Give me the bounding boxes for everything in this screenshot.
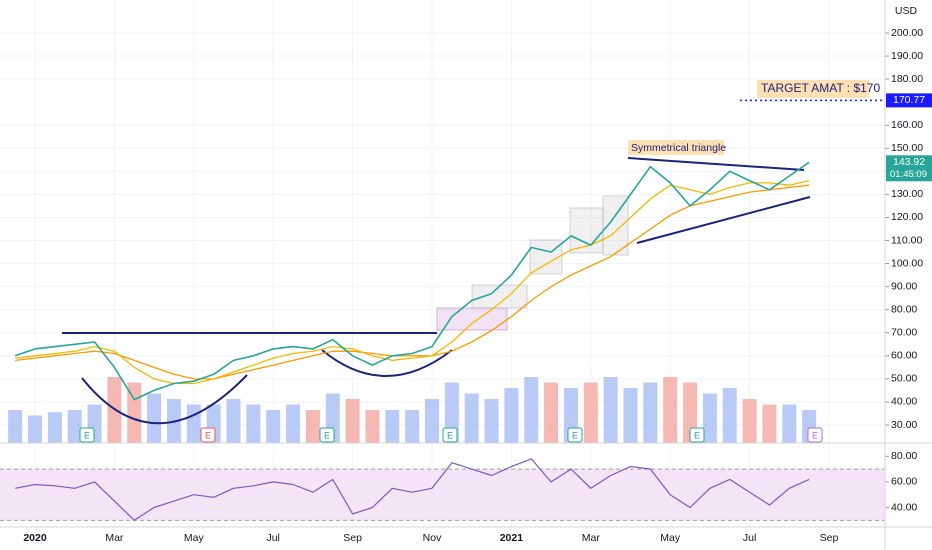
earnings-label: E [572, 430, 578, 440]
x-tick-label: Mar [582, 532, 601, 544]
x-tick-label: Jul [743, 532, 756, 544]
y-tick-label: 60.00 [891, 476, 917, 488]
y-tick-label: 150.00 [891, 142, 923, 154]
y-tick-label: 180.00 [891, 73, 923, 85]
moving-average [15, 184, 810, 380]
cup-arc [81, 374, 248, 425]
x-tick-label: 2020 [23, 532, 47, 544]
volume-bar [702, 393, 717, 443]
label-bg [628, 140, 724, 155]
moving-average [15, 179, 810, 385]
y-tick-label: 130.00 [891, 188, 923, 200]
y-tick-label: 40.00 [891, 396, 917, 408]
volume-bar [405, 410, 420, 443]
earnings-marker [79, 427, 95, 443]
earnings-label: E [694, 430, 700, 440]
y-tick-label: 190.00 [891, 50, 923, 62]
earnings-marker [200, 427, 216, 443]
y-tick-label: 90.00 [891, 280, 917, 292]
volume-bar [67, 410, 82, 443]
earnings-label: E [324, 430, 330, 440]
earnings-label: E [205, 430, 211, 440]
volume-bar [504, 388, 519, 443]
last-price: 143.92 [893, 156, 925, 168]
target-price: 170.77 [893, 94, 925, 106]
y-tick-label: 70.00 [891, 327, 917, 339]
volume-bar [782, 404, 797, 443]
volume-bar [28, 415, 42, 443]
currency: USD [895, 5, 918, 17]
box [529, 239, 563, 275]
over-layer: 2020 Mar May Jul Sep Nov 2021 Mar May Jul Sep 30.00… [14, 27, 932, 544]
y-tick-label: 40.00 [891, 501, 917, 513]
y-tick-label: 160.00 [891, 119, 923, 131]
rsi-band [0, 469, 885, 521]
volume-bar [643, 382, 658, 443]
volume-bar [246, 404, 261, 443]
volume-bar [47, 412, 62, 443]
volume-bar [762, 404, 777, 443]
volume-bar [484, 399, 499, 443]
volume-bar [583, 382, 598, 443]
x-tick-label: May [184, 532, 205, 544]
earnings-marker [319, 427, 335, 443]
volume-bar [8, 410, 23, 443]
y-tick-label: 80.00 [891, 303, 917, 315]
under-layer [0, 0, 885, 527]
volume-bar [603, 377, 618, 443]
x-tick-label: Mar [105, 532, 124, 544]
target-price-box [886, 93, 932, 108]
volume-bar [385, 410, 400, 443]
x-tick-label: Sep [820, 532, 839, 544]
volume-bar [742, 399, 757, 443]
pattern-label: Symmetrical triangle [631, 142, 726, 154]
label-bg [757, 80, 869, 98]
y-tick-label: 200.00 [891, 27, 923, 39]
y-tick-label: 30.00 [891, 419, 917, 431]
y-tick-label: 80.00 [891, 450, 917, 462]
volume-bar [722, 388, 737, 443]
volume-bar [623, 388, 638, 443]
volume-bar [365, 410, 380, 443]
countdown: 01:45:09 [890, 169, 927, 180]
volume-bar [663, 377, 678, 443]
price-line [14, 161, 810, 401]
x-tick-label: May [660, 532, 681, 544]
volume-bar [524, 377, 539, 443]
last-price-box [886, 155, 932, 182]
earnings-marker [567, 427, 583, 443]
earnings-marker [689, 427, 705, 443]
y-tick-label: 100.00 [891, 257, 923, 269]
rsi-line [15, 458, 810, 521]
y-tick-label: 60.00 [891, 350, 917, 362]
x-tick-label: 2021 [500, 532, 524, 544]
triangle-lower [636, 196, 811, 244]
y-tick-label: 110.00 [891, 234, 922, 246]
x-tick-label: Jul [266, 532, 279, 544]
volume-bar [464, 393, 479, 443]
volume-bar [305, 410, 320, 443]
volume-bar [544, 382, 559, 443]
volume-bar [186, 404, 201, 443]
volume-bar [147, 393, 162, 443]
target-label: TARGET AMAT : $170 [761, 81, 880, 95]
y-tick-label: 120.00 [891, 211, 923, 223]
earnings-marker [442, 427, 458, 443]
earnings-label: E [812, 430, 818, 440]
triangle-upper [627, 157, 805, 171]
volume-bar [345, 399, 360, 443]
earnings-label: E [84, 430, 90, 440]
earnings-marker [807, 427, 823, 443]
volume-bar [286, 404, 301, 443]
y-tick-label: 50.00 [891, 373, 917, 385]
x-tick-label: Sep [343, 532, 362, 544]
box [471, 284, 528, 309]
earnings-label: E [447, 430, 453, 440]
handle-arc [321, 349, 453, 377]
x-tick-label: Nov [423, 532, 442, 544]
volume-bar [425, 399, 439, 443]
volume-bar [266, 410, 281, 443]
volume-bar [226, 399, 241, 443]
